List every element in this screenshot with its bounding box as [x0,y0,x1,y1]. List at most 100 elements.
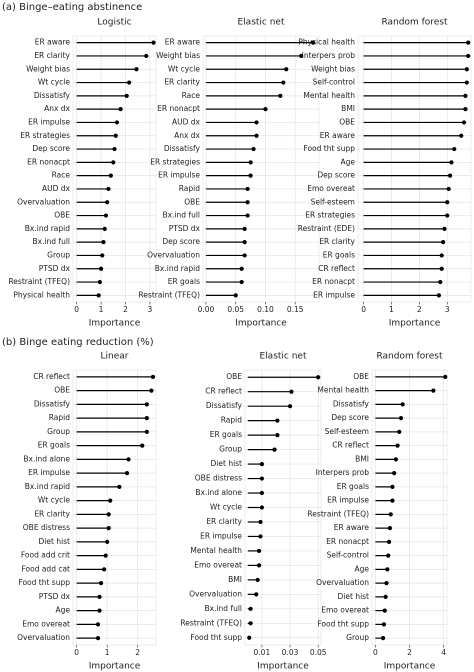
y-tick-label: Dissatisfy [333,399,370,408]
dot [278,93,283,98]
dot [449,160,454,165]
y-tick-label: Food tht supp [190,633,242,642]
dot [117,484,122,489]
x-axis-label: Importance [89,319,141,329]
x-axis-label: Importance [389,319,441,329]
y-tick-label: Interpers prob [316,468,370,477]
dot [272,447,277,452]
dot [383,594,388,599]
dot [310,40,316,45]
y-tick-label: Race [52,171,71,180]
dot [380,636,386,641]
dot [242,240,247,245]
dot [245,200,250,205]
y-tick-label: Race [182,91,201,100]
y-tick-label: Age [340,157,355,166]
dot [124,471,130,476]
y-tick-label: Weight bias [156,51,200,60]
y-tick-label: ER clarity [164,78,200,87]
y-tick-label: Bx.ind full [162,211,200,220]
y-tick-label: Mental health [303,91,355,100]
y-tick-label: Weight bias [311,64,355,73]
y-tick-label: ER nonacpt [326,537,369,546]
y-tick-label: Anx dx [44,104,70,113]
y-tick-label: Overvaluation [316,578,369,587]
y-tick-label: ER clarity [34,51,70,60]
dot [140,443,145,448]
dot [400,402,405,407]
y-tick-label: ER nonacpt [27,157,70,166]
y-tick-label: ER strategies [20,131,70,140]
y-tick-label: AUD dx [172,117,201,126]
dot [259,476,264,481]
x-tick-label: 0.00 [198,305,215,314]
dot [440,240,446,245]
y-tick-label: Weight bias [26,64,70,73]
dot [464,80,469,85]
dot [124,93,129,98]
x-axis-label: Importance [384,662,436,672]
y-tick-label: Dissatisfy [34,91,71,100]
x-tick-label: 2 [417,305,422,314]
dot [393,457,398,462]
x-tick-label: 0 [361,305,366,314]
y-tick-label: ER clarity [206,517,242,526]
x-tick-label: 0.05 [227,305,244,314]
dot [464,67,469,72]
y-tick-label: Food tht supp [317,619,369,628]
dot [258,519,263,525]
dot [439,266,444,271]
dot [126,457,131,462]
x-tick-label: 0.15 [287,305,304,314]
dot [106,526,111,531]
y-tick-label: ER impulse [28,468,70,477]
y-tick-label: Group [47,427,70,436]
dot [259,461,264,467]
dot [102,567,107,572]
y-tick-label: Emo overeat [194,560,242,569]
dot [248,160,253,165]
dot [144,53,149,59]
y-tick-label: Dep score [32,144,70,153]
dot [259,505,264,510]
dot [254,133,259,138]
dot [381,622,387,627]
dot [466,40,471,45]
dot [254,592,259,597]
dot [258,534,263,539]
dot [245,213,250,218]
y-tick-label: ER impulse [200,531,242,540]
x-tick-label: 0 [74,648,79,657]
y-tick-label: Self-esteem [325,427,369,436]
dot [103,553,108,558]
y-tick-label: Restraint (EDE) [298,224,355,233]
dot [95,622,101,627]
dot [239,279,244,285]
y-tick-label: Emo overeat [307,184,355,193]
y-tick-label: Group [346,633,369,642]
y-tick-label: ER impulse [28,117,70,126]
x-tick-label: 1 [389,305,394,314]
dot [443,374,448,379]
panel-title: Elastic net [238,18,285,28]
dot [144,402,149,407]
dot [431,388,436,393]
y-tick-label: Dissatisfy [206,401,243,410]
y-tick-label: Bx.ind full [204,604,242,613]
dot [103,213,109,218]
y-tick-label: Rapid [49,413,70,422]
dot [438,279,443,285]
dot [385,567,390,572]
dot [287,404,293,409]
dot [254,120,259,125]
x-tick-label: 1 [99,305,104,314]
x-tick-label: 2 [135,648,140,657]
dot [275,418,280,423]
y-tick-label: Restraint (TFEQ) [8,277,70,286]
section-title: (b) Binge eating reduction (%) [2,337,154,348]
y-tick-label: Bx.ind rapid [25,482,70,491]
y-tick-label: Overvaluation [17,633,70,642]
dot [97,608,102,613]
y-tick-label: ER nonacpt [312,277,355,286]
dot [113,133,118,138]
